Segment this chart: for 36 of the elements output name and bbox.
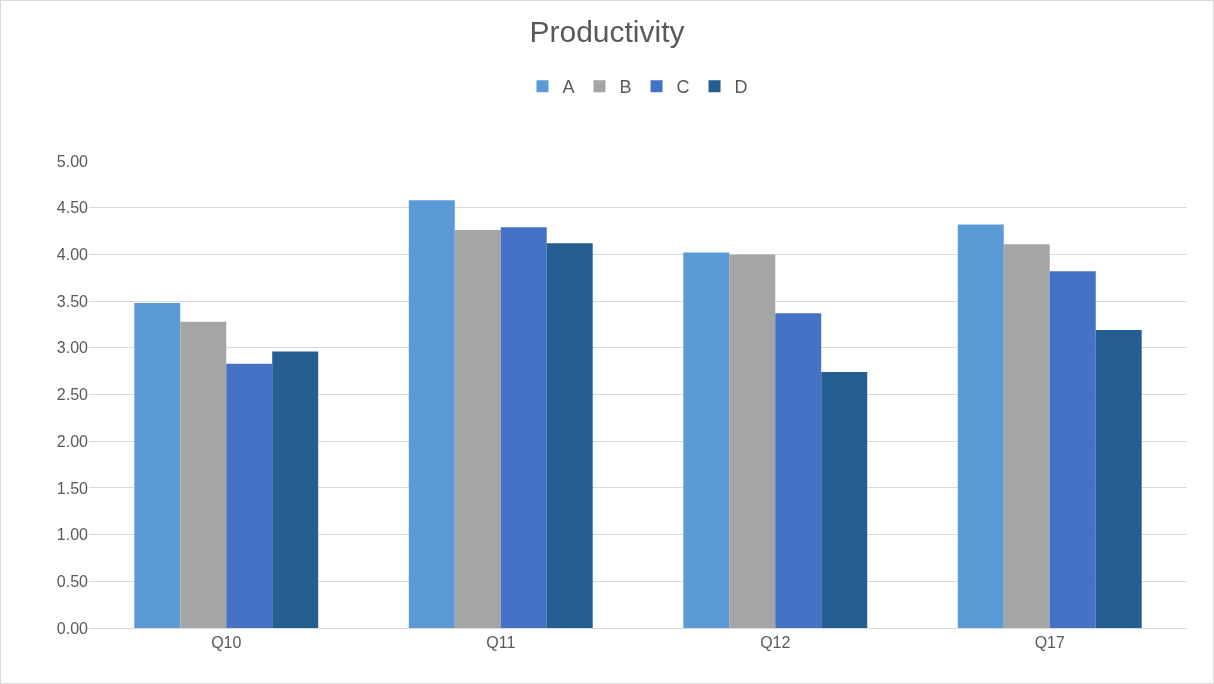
x-tick-label: Q10 [211, 634, 242, 652]
bar [180, 321, 227, 628]
legend-label: B [619, 77, 632, 98]
legend-label: D [734, 77, 748, 98]
bar [729, 254, 776, 628]
bar [1095, 330, 1142, 628]
y-tick-label: 1.50 [56, 479, 89, 497]
bar [775, 313, 822, 628]
y-tick-label: 3.50 [56, 292, 89, 310]
bar [1003, 244, 1050, 628]
bar [134, 302, 181, 628]
legend-label: A [562, 77, 575, 98]
y-tick-label: 4.50 [56, 199, 89, 217]
bar [683, 252, 730, 628]
y-tick-label: 3.00 [56, 339, 89, 357]
x-tick-label: Q11 [486, 634, 516, 652]
y-tick-label: 1.00 [56, 526, 89, 544]
x-tick-label: Q17 [1034, 634, 1065, 652]
y-tick-label: 5.00 [56, 152, 89, 170]
bar [1049, 271, 1096, 628]
x-tick-label: Q12 [760, 634, 791, 652]
bar [272, 351, 319, 628]
bar [454, 230, 501, 628]
bar [957, 224, 1004, 628]
y-tick-label: 2.50 [56, 386, 89, 404]
y-tick-label: 4.00 [56, 246, 89, 263]
bar [546, 243, 593, 628]
y-tick-label: 2.00 [56, 432, 89, 450]
chart-title: Productivity [529, 15, 685, 49]
bar [226, 363, 273, 628]
bar [408, 200, 455, 628]
y-tick-label: 0.50 [56, 572, 89, 590]
bar [821, 372, 868, 628]
legend-label: C [676, 77, 690, 98]
bar [500, 227, 547, 628]
y-tick-label: 0.00 [56, 619, 89, 637]
